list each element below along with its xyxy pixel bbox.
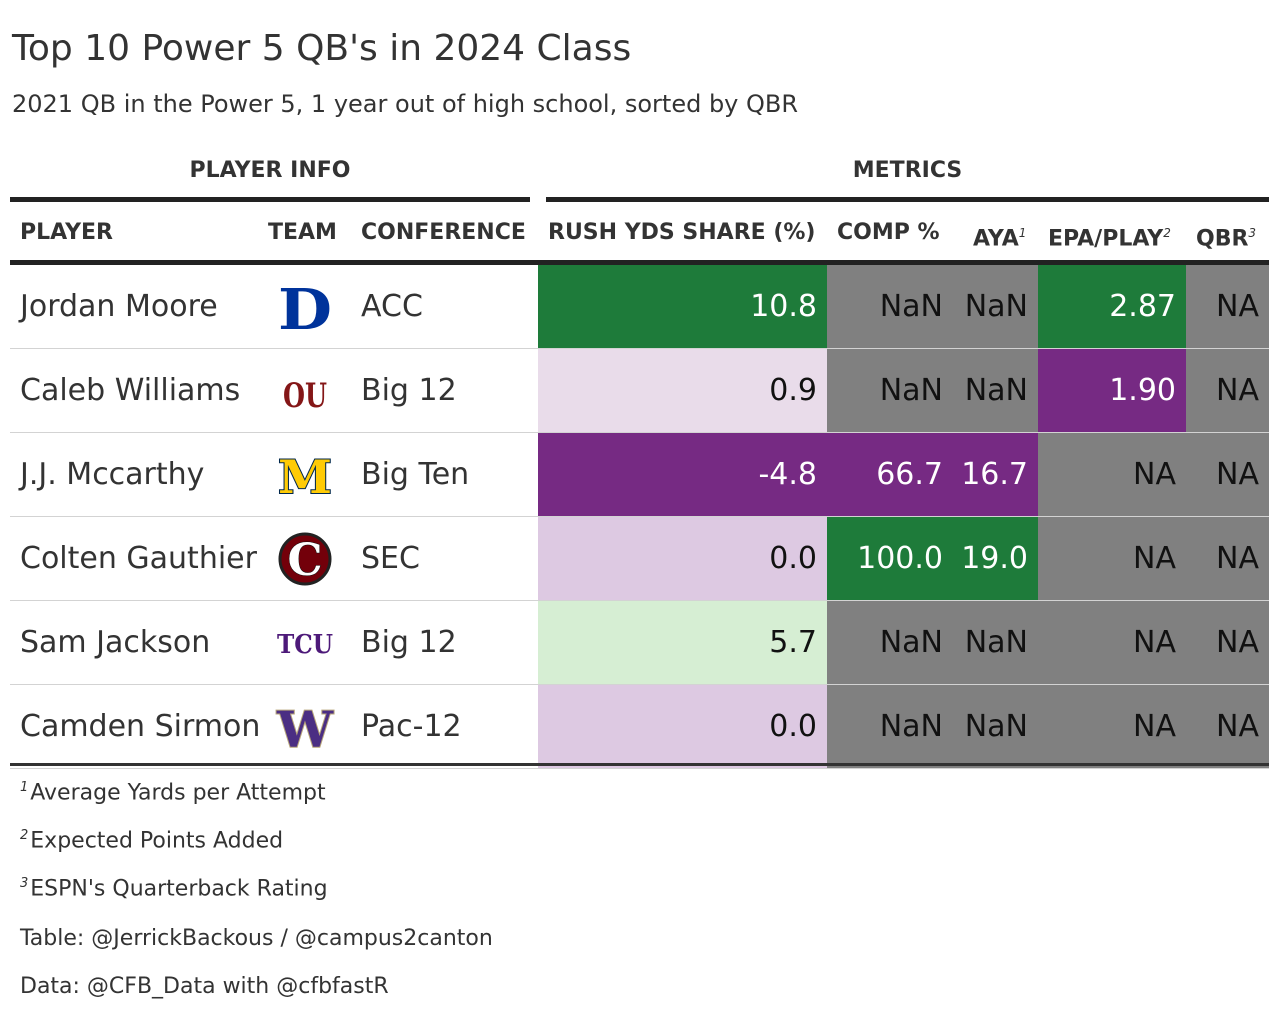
duke-logo: D xyxy=(260,265,350,348)
qbr-cell: NA xyxy=(1186,349,1269,432)
table-row: J.J. Mccarthy M Big Ten -4.8 66.7 16.7 NA NA xyxy=(10,433,1269,517)
column-header-epa-label: EPA/PLAY xyxy=(1048,226,1164,252)
column-header-rush-yds-share: RUSH YDS SHARE (%) xyxy=(548,220,816,245)
table-row: Camden Sirmon W Pac-12 0.0 NaN NaN NA NA xyxy=(10,685,1269,769)
aya-cell: NaN xyxy=(953,265,1038,348)
aya-cell: NaN xyxy=(953,601,1038,684)
epa-play-cell: 2.87 xyxy=(1038,265,1186,348)
column-header-team: TEAM xyxy=(268,220,337,245)
svg-text:OU: OU xyxy=(283,376,327,416)
table-row: Colten Gauthier C SEC 0.0 100.0 19.0 NA NA xyxy=(10,517,1269,601)
conference-cell: Big 12 xyxy=(361,373,457,408)
qbr-cell: NA xyxy=(1186,433,1269,516)
qbr-cell: NA xyxy=(1186,517,1269,600)
spanner-rule-metrics xyxy=(546,197,1269,202)
conference-cell: ACC xyxy=(361,289,423,324)
footnote-3-text: ESPN's Quarterback Rating xyxy=(30,876,328,902)
rush-yds-share-cell: 10.8 xyxy=(538,265,827,348)
comp-pct-cell: 66.7 xyxy=(827,433,953,516)
qbr-cell: NA xyxy=(1186,601,1269,684)
footnote-mark-aya: 1 xyxy=(1018,226,1027,240)
player-name-cell: Sam Jackson xyxy=(20,625,211,660)
column-header-comp-pct: COMP % xyxy=(837,220,940,245)
source-data-credit: Data: @CFB_Data with @cfbfastR xyxy=(20,974,389,999)
footnote-2: 2Expected Points Added xyxy=(20,828,283,853)
column-header-aya-label: AYA xyxy=(973,226,1019,252)
rush-yds-share-cell: -4.8 xyxy=(538,433,827,516)
footnote-1: 1Average Yards per Attempt xyxy=(20,780,326,805)
footnote-mark-qbr: 3 xyxy=(1248,226,1257,240)
washington-logo: W xyxy=(260,685,350,768)
table-row: Jordan Moore D ACC 10.8 NaN NaN 2.87 NA xyxy=(10,265,1269,349)
qbr-cell: NA xyxy=(1186,685,1269,768)
table-title: Top 10 Power 5 QB's in 2024 Class xyxy=(12,28,632,69)
spanner-rule-player-info xyxy=(10,197,530,202)
column-header-qbr: QBR3 xyxy=(1196,218,1256,254)
epa-play-cell: NA xyxy=(1038,685,1186,768)
qbr-cell: NA xyxy=(1186,265,1269,348)
source-table-credit: Table: @JerrickBackous / @campus2canton xyxy=(20,926,493,951)
footnote-2-text: Expected Points Added xyxy=(30,828,284,854)
column-header-aya: AYA1 xyxy=(973,218,1026,254)
aya-cell: 16.7 xyxy=(953,433,1038,516)
comp-pct-cell: NaN xyxy=(827,685,953,768)
table-row: Caleb Williams OU Big 12 0.9 NaN NaN 1.90 NA xyxy=(10,349,1269,433)
aya-cell: NaN xyxy=(953,349,1038,432)
spanner-player-info: PLAYER INFO xyxy=(189,158,351,183)
comp-pct-cell: 100.0 xyxy=(827,517,953,600)
svg-text:W: W xyxy=(276,700,334,755)
header-rule xyxy=(10,260,1269,265)
player-name-cell: Camden Sirmon xyxy=(20,709,261,744)
epa-play-cell: 1.90 xyxy=(1038,349,1186,432)
footnote-3-mark: 3 xyxy=(20,876,29,891)
table-row: Sam Jackson TCU Big 12 5.7 NaN NaN NA NA xyxy=(10,601,1269,685)
rush-yds-share-cell: 0.0 xyxy=(538,685,827,768)
rush-yds-share-cell: 0.0 xyxy=(538,517,827,600)
column-header-conference: CONFERENCE xyxy=(361,220,526,245)
svg-text:D: D xyxy=(278,279,332,335)
player-name-cell: Colten Gauthier xyxy=(20,541,257,576)
spanner-metrics: METRICS xyxy=(852,158,963,183)
michigan-logo: M xyxy=(260,433,350,516)
rush-yds-share-cell: 5.7 xyxy=(538,601,827,684)
comp-pct-cell: NaN xyxy=(827,265,953,348)
epa-play-cell: NA xyxy=(1038,601,1186,684)
south-carolina-logo: C xyxy=(260,517,350,600)
oklahoma-logo: OU xyxy=(260,349,350,432)
conference-cell: Big 12 xyxy=(361,625,457,660)
player-name-cell: J.J. Mccarthy xyxy=(20,457,205,492)
svg-text:TCU: TCU xyxy=(277,630,333,660)
svg-text:C: C xyxy=(287,535,322,586)
conference-cell: Pac-12 xyxy=(361,709,462,744)
comp-pct-cell: NaN xyxy=(827,601,953,684)
tcu-logo: TCU xyxy=(260,601,350,684)
player-name-cell: Caleb Williams xyxy=(20,373,241,408)
conference-cell: SEC xyxy=(361,541,420,576)
column-header-epa-play: EPA/PLAY2 xyxy=(1048,218,1171,254)
footnote-mark-epa: 2 xyxy=(1163,226,1171,240)
table-body: Jordan Moore D ACC 10.8 NaN NaN 2.87 NA Caleb Wi… xyxy=(10,265,1269,769)
column-header-player: PLAYER xyxy=(20,220,113,245)
svg-text:M: M xyxy=(278,450,332,503)
footnote-1-text: Average Yards per Attempt xyxy=(30,780,326,806)
footnote-2-mark: 2 xyxy=(20,828,29,843)
comp-pct-cell: NaN xyxy=(827,349,953,432)
conference-cell: Big Ten xyxy=(361,457,470,492)
epa-play-cell: NA xyxy=(1038,517,1186,600)
table-bottom-rule xyxy=(10,763,1269,766)
table-subtitle: 2021 QB in the Power 5, 1 year out of hi… xyxy=(12,90,799,118)
rush-yds-share-cell: 0.9 xyxy=(538,349,827,432)
column-header-qbr-label: QBR xyxy=(1196,226,1249,252)
footnote-3: 3ESPN's Quarterback Rating xyxy=(20,876,328,901)
epa-play-cell: NA xyxy=(1038,433,1186,516)
footnote-1-mark: 1 xyxy=(20,780,29,795)
player-name-cell: Jordan Moore xyxy=(20,289,218,324)
aya-cell: 19.0 xyxy=(953,517,1038,600)
aya-cell: NaN xyxy=(953,685,1038,768)
